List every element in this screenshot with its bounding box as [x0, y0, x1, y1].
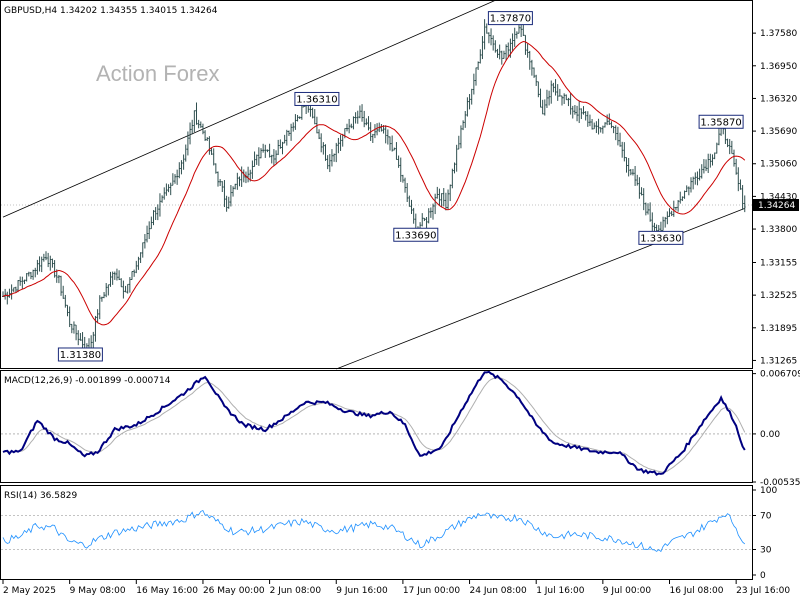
- price-axis-label: 1.33155: [760, 258, 797, 268]
- time-axis-label: 26 May 00:00: [203, 586, 265, 596]
- candlestick-series: [2, 19, 746, 358]
- time-axis-label: 9 Jul 00:00: [603, 586, 652, 596]
- price-axis-label: 1.31895: [760, 324, 797, 334]
- macd-axis: 0.006709 0.00 -0.00535: [752, 370, 800, 488]
- moving-average-series: [2, 40, 746, 326]
- macd-main-line: [2, 370, 746, 476]
- price-axis-label: 1.37580: [760, 29, 797, 39]
- price-callout-label: 1.36310: [296, 94, 337, 105]
- price-callout: 1.33630: [638, 230, 684, 245]
- price-callout-label: 1.35870: [700, 117, 741, 128]
- time-axis-label: 16 Jul 08:00: [670, 586, 724, 596]
- channel-upper-line: [2, 0, 498, 218]
- macd-pane-title: MACD(12,26,9) -0.001899 -0.000714: [4, 376, 171, 386]
- price-axis-label: 1.35690: [760, 127, 797, 137]
- price-callout-label: 1.31380: [60, 350, 101, 361]
- macd-axis-label: 0.006709: [760, 370, 800, 380]
- price-callout-box: [57, 347, 103, 362]
- macd-pane: [0, 370, 753, 483]
- time-axis-label: 16 May 16:00: [136, 586, 198, 596]
- price-callout-label: 1.33630: [640, 233, 681, 244]
- price-callout: 1.37870: [487, 11, 533, 26]
- price-callout: 1.36310: [294, 91, 340, 106]
- price-callout: 1.35870: [698, 114, 744, 129]
- current-price-tag: [753, 199, 799, 212]
- rsi-line: [2, 509, 746, 553]
- watermark-logo: Action Forex: [96, 61, 220, 86]
- macd-axis-label: 0.00: [760, 430, 780, 440]
- price-callouts: 1.31380 1.36310 1.33690 1.37870 1.33630 1.358…: [57, 11, 744, 362]
- macd-series: [1, 370, 752, 476]
- current-price-tag-label: 1.34264: [758, 201, 795, 211]
- price-pane: [0, 0, 753, 369]
- price-callout-box: [294, 91, 340, 106]
- time-axis-label: 2 Jun 08:00: [270, 586, 322, 596]
- time-axis-label: 1 Jul 16:00: [536, 586, 585, 596]
- time-axis-label: 24 Jun 08:00: [470, 586, 527, 596]
- price-axis-label: 1.36320: [760, 94, 797, 104]
- time-axis: 2 May 2025 9 May 08:00 16 May 16:00 26 May …: [2, 580, 790, 596]
- price-axis: 1.37580 1.36950 1.36320 1.35690 1.35060 1.344…: [752, 29, 799, 366]
- price-callout: 1.33690: [393, 227, 439, 242]
- price-pane-title: GBPUSD,H4 1.34202 1.34355 1.34015 1.3426…: [4, 6, 218, 16]
- time-axis-label: 2 May 2025: [3, 586, 56, 596]
- price-callout-box: [393, 227, 439, 242]
- rsi-axis-label: 70: [760, 512, 772, 522]
- moving-average-line: [2, 40, 746, 326]
- price-callout-box: [698, 114, 744, 129]
- rsi-series: [1, 509, 752, 553]
- price-callout-label: 1.37870: [490, 14, 531, 25]
- time-axis-label: 9 Jun 16:00: [336, 586, 388, 596]
- rsi-pane: [0, 485, 753, 580]
- price-callout-box: [638, 230, 684, 245]
- time-axis-label: 9 May 08:00: [70, 586, 126, 596]
- rsi-pane-title: RSI(14) 36.5829: [4, 491, 77, 501]
- price-axis-label: 1.32525: [760, 291, 797, 301]
- rsi-axis-label: 100: [760, 486, 777, 496]
- price-axis-label: 1.33800: [760, 225, 797, 235]
- rsi-axis-label: 30: [760, 546, 772, 556]
- price-axis-label: 1.35060: [760, 160, 797, 170]
- price-callout-label: 1.33690: [395, 230, 436, 241]
- macd-axis-label: -0.00535: [760, 478, 800, 488]
- price-axis-label: 1.31265: [760, 356, 797, 366]
- price-callout: 1.31380: [57, 347, 103, 362]
- time-axis-label: 23 Jul 16:00: [736, 586, 790, 596]
- price-axis-label: 1.34430: [760, 192, 797, 202]
- price-callout-box: [487, 11, 533, 26]
- time-axis-label: 17 Jun 00:00: [403, 586, 460, 596]
- price-axis-label: 1.36950: [760, 62, 797, 72]
- rsi-axis: 100 70 30 0: [752, 486, 777, 581]
- rsi-axis-label: 0: [760, 571, 766, 581]
